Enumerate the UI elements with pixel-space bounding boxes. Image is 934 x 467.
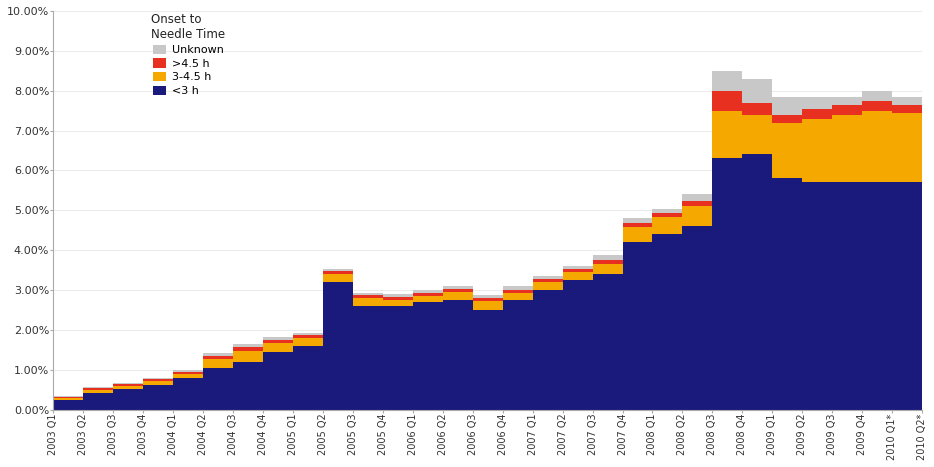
Legend: Unknown, >4.5 h, 3-4.5 h, <3 h: Unknown, >4.5 h, 3-4.5 h, <3 h <box>149 11 228 99</box>
